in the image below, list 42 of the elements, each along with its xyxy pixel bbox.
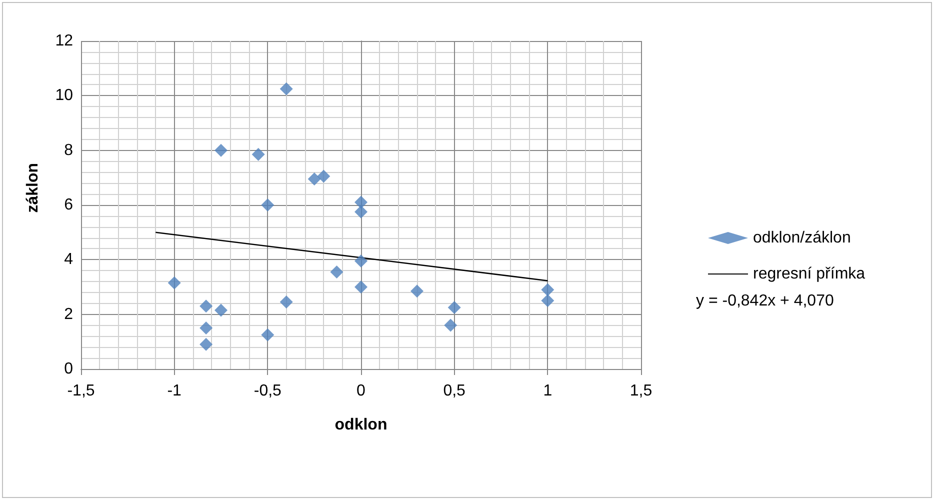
point [261,328,274,342]
x-tick-label: 1 [543,382,552,400]
legend-label: regresní přímka [753,266,866,282]
point [444,318,458,332]
point [541,283,554,296]
point [308,172,321,186]
point [354,254,368,268]
point [354,205,368,218]
y-tick-label: 6 [64,196,74,214]
y-tick-label: 12 [55,32,74,50]
point [410,284,424,298]
y-tick-label: 2 [64,306,74,323]
point [541,294,554,308]
y-tick-label: 4 [64,251,74,268]
point [214,304,228,317]
point [252,148,265,161]
point [317,170,330,183]
point [261,198,274,212]
y-tick-label: 8 [64,142,74,159]
x-tick-label: 0,5 [443,382,466,400]
x-tick-label: -0,5 [254,382,282,400]
y-tick-label: 0 [64,360,74,378]
point [200,300,213,313]
text: y = -0,842x + 4,070 [696,292,834,310]
legend-label: odklon/záklon [753,230,851,246]
point [200,322,213,334]
x-axis-title: odklon [334,416,388,434]
point [214,144,228,157]
point [168,276,181,290]
x-tick-label: 0 [356,382,366,400]
y-tick-label: 10 [55,87,74,104]
point [200,338,213,351]
point [354,196,368,209]
y-axis-title: záklon [24,162,42,213]
point [330,265,344,278]
point [280,82,293,96]
point [280,296,293,309]
x-tick-label: -1,5 [67,382,95,400]
x-tick-label: -1 [167,382,182,400]
point [448,301,461,314]
x-tick-label: 1,5 [630,382,652,400]
point [354,280,368,294]
